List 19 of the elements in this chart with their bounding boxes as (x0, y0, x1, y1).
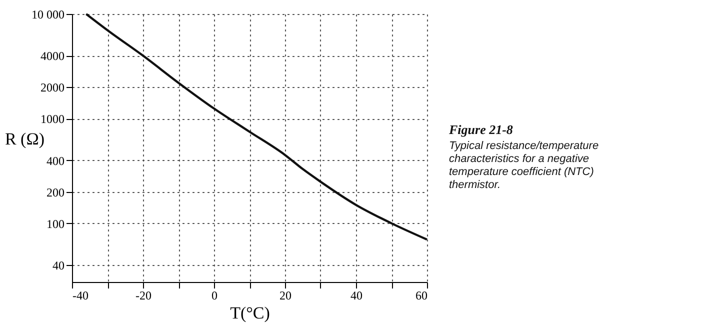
y-tick-label: 200 (46, 185, 64, 200)
x-tick-label: -20 (136, 288, 152, 302)
y-tick-label: 400 (46, 154, 64, 168)
y-tick-label: 4000 (40, 49, 64, 64)
x-tick-label: 40 (350, 288, 362, 302)
y-tick-label: 2000 (40, 80, 64, 95)
x-tick-label: 60 (416, 288, 428, 302)
y-tick-label: 10 000 (32, 8, 64, 22)
x-axis-title: T(°C) (230, 304, 270, 322)
text: Typical resistance/temperature characteristics for a negative temperature coefficient (NTC) thermistor. (449, 140, 599, 191)
y-tick-label: 1000 (40, 112, 64, 126)
caption: Figure 21-8 (448, 122, 514, 137)
x-tick-label: 20 (280, 288, 292, 302)
x-tick-label: -40 (72, 288, 88, 302)
line-series (85, 12, 428, 241)
y-tick-label: 40 (52, 258, 64, 272)
y-tick-label: 100 (46, 216, 64, 231)
x-tick-label: 0 (212, 288, 218, 302)
y-axis-title: R (Ω) (4, 130, 44, 148)
